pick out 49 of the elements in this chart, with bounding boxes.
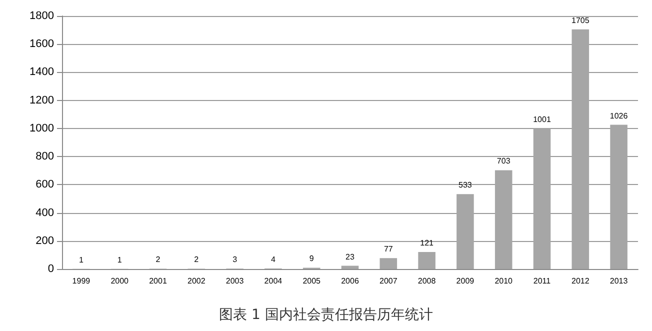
x-tick-label: 2000 — [110, 276, 130, 286]
x-tick-label: 2008 — [418, 276, 436, 286]
x-tick-label: 2005 — [302, 276, 322, 286]
x-tick-label: 2009 — [456, 276, 475, 286]
y-tick-label: 600 — [36, 178, 54, 191]
y-tick-label: 200 — [36, 234, 54, 247]
x-tick-label: 2013 — [610, 276, 628, 286]
x-tick-label: 2002 — [188, 276, 206, 286]
text: 图表 1 国内社会责任报告历年统计 — [219, 307, 433, 323]
data-label: 4 — [270, 254, 276, 264]
data-label: 1 — [117, 255, 122, 264]
x-tick-label: 2007 — [380, 276, 398, 286]
x-tick-label: 2010 — [494, 276, 514, 286]
data-label: 1705 — [572, 16, 590, 25]
data-label: 9 — [309, 254, 314, 264]
data-label: 2 — [194, 255, 200, 264]
data-label: 77 — [384, 244, 394, 254]
y-tick-label: 400 — [36, 206, 54, 219]
x-tick-label: 2001 — [149, 276, 168, 286]
data-label: 1 — [78, 255, 84, 264]
data-label: 1001 — [533, 114, 552, 124]
data-label: 703 — [496, 156, 511, 166]
x-tick-label: 2004 — [264, 276, 283, 286]
x-tick-label: 2003 — [226, 276, 244, 286]
y-tick-label: 1000 — [30, 122, 54, 134]
data-label: 3 — [232, 255, 238, 264]
data-label: 1026 — [610, 111, 628, 120]
x-tick-label: 1999 — [72, 276, 91, 286]
y-tick-label: 0 — [48, 263, 54, 275]
y-tick-label: 800 — [36, 150, 54, 163]
data-label: 2 — [156, 255, 161, 264]
x-tick-label: 2006 — [341, 276, 360, 286]
y-tick-label: 1600 — [30, 38, 54, 50]
bar — [456, 194, 474, 269]
y-tick-label: 1200 — [30, 94, 54, 106]
x-tick-label: 2012 — [572, 276, 590, 286]
bar — [533, 128, 551, 269]
bar — [380, 258, 398, 269]
bar — [341, 266, 359, 269]
x-tick-label: 2011 — [533, 276, 552, 286]
y-tick-label: 1400 — [30, 66, 54, 78]
bar — [572, 29, 590, 269]
data-label: 533 — [458, 180, 472, 190]
bar — [494, 170, 512, 269]
data-label: 121 — [420, 238, 434, 248]
bar — [610, 124, 628, 269]
data-label: 23 — [346, 252, 355, 262]
y-tick-label: 1800 — [30, 10, 54, 22]
bar — [418, 252, 436, 269]
